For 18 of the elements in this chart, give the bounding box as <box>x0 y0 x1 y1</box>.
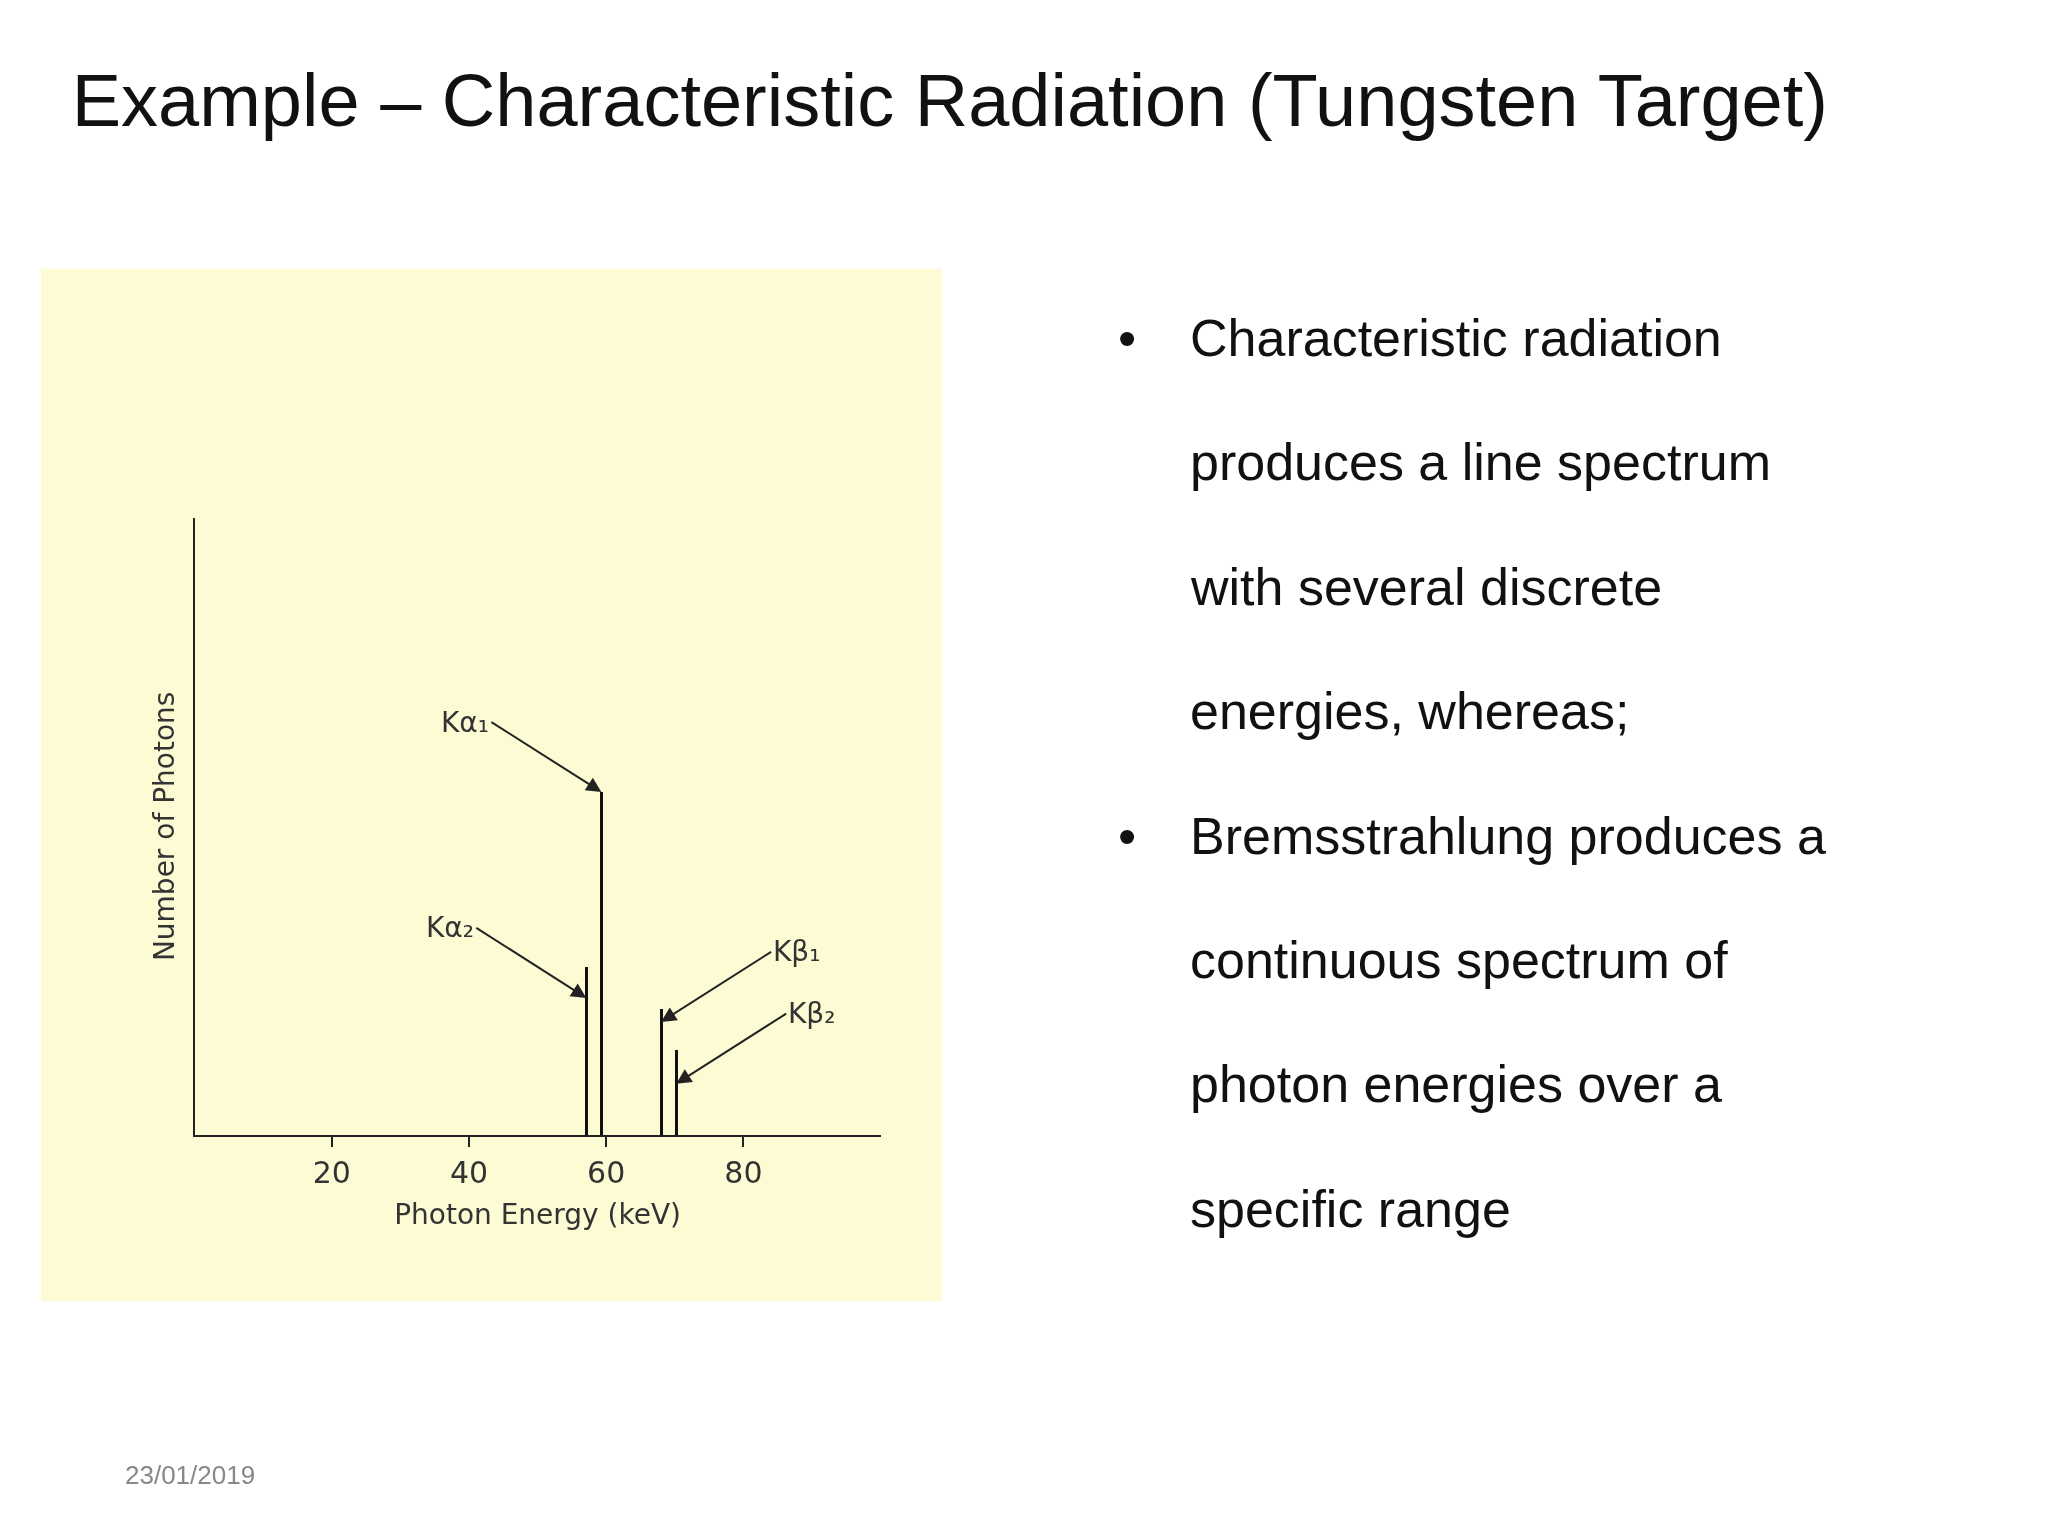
bar <box>674 1049 678 1135</box>
x-tick-label: 40 <box>449 1155 489 1191</box>
chart-title: Example – Characteristic Radiation (Tungsten Target) <box>71 58 1828 142</box>
x-tick-label: 80 <box>724 1155 763 1191</box>
annotation: Kβ₁ <box>773 935 821 968</box>
text: • Characteristic radiation produces a line spectrum with several discrete energies, whereas; <box>1118 309 1771 740</box>
bar <box>584 966 588 1135</box>
bar <box>599 791 603 1135</box>
text: • Bremsstrahlung produces a continuous spectrum of photon energies over a specific range <box>1118 807 1826 1238</box>
annotation: Kα₂ <box>426 911 475 944</box>
annotation: Kβ₂ <box>788 997 836 1030</box>
x-tick-label: 20 <box>312 1155 351 1191</box>
y-axis-title: Number of Photons <box>147 691 181 962</box>
text: 23/01/2019 <box>125 1460 256 1490</box>
bar <box>659 1008 663 1135</box>
annotation: Kα₁ <box>441 706 490 739</box>
x-tick-label: 60 <box>587 1155 626 1191</box>
x-axis-title: Photon Energy (keV) <box>394 1197 682 1231</box>
